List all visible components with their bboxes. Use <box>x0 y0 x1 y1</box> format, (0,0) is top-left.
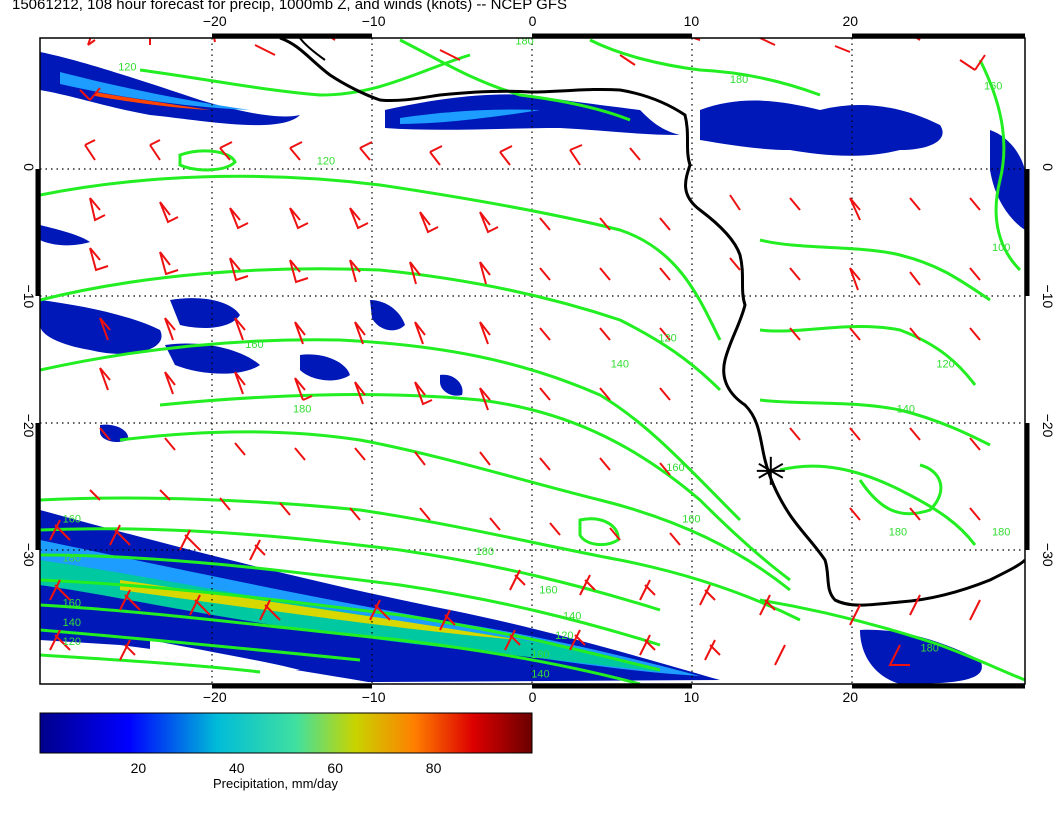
contour-label: 140 <box>611 358 629 370</box>
lon-tick-label-bottom: 0 <box>529 689 537 705</box>
lat-tick-label-right: −10 <box>1040 285 1056 309</box>
coastline <box>279 38 1025 607</box>
lon-tick-label-top: 0 <box>529 13 537 29</box>
contour-label: 120 <box>63 636 81 648</box>
contour-label: 160 <box>245 339 263 351</box>
lon-tick-label-top: 20 <box>842 13 858 29</box>
contour-label: 140 <box>63 617 81 629</box>
colorbar-ticks: 20 40 60 80 <box>131 760 442 776</box>
lon-tick-label-bottom: 20 <box>842 689 858 705</box>
contour-label: 180 <box>889 526 907 538</box>
height-contours <box>40 38 1025 684</box>
contour-label: 180 <box>992 526 1010 538</box>
contour-label: 160 <box>666 462 684 474</box>
contour-label: 180 <box>293 404 311 416</box>
colorbar-tick-label: 20 <box>131 760 147 776</box>
colorbar-label: Precipitation, mm/day <box>213 776 338 791</box>
lon-tick-label-top: −10 <box>362 13 386 29</box>
contour-label: 160 <box>539 585 557 597</box>
contour-label: 120 <box>317 156 335 168</box>
lon-tick-label-bottom: 10 <box>684 689 700 705</box>
lat-tick-label-left: −30 <box>21 543 37 567</box>
lat-tick-label-right: 0 <box>1040 163 1056 171</box>
contour-label: 120 <box>118 61 136 73</box>
contour-label: 180 <box>515 35 533 47</box>
contour-label: 160 <box>682 514 700 526</box>
lon-tick-label-top: 10 <box>684 13 700 29</box>
contour-label: 180 <box>531 649 549 661</box>
contour-label: 160 <box>63 597 81 609</box>
gridlines <box>40 38 1025 684</box>
colorbar-tick-label: 60 <box>327 760 343 776</box>
station-marker <box>756 456 785 485</box>
lat-tick-label-left: 0 <box>21 163 37 171</box>
contour-labels: 120 120 160 180 160 180 160 140 120 180 160 140 120 1… <box>63 35 1011 681</box>
contour-label: 180 <box>730 74 748 86</box>
contour-label: 120 <box>555 630 573 642</box>
frame-tick-bars <box>35 33 1030 689</box>
lat-tick-label-left: −20 <box>21 414 37 438</box>
contour-label: 100 <box>992 242 1010 254</box>
axis-tick-labels: −20 −20 −10 −10 0 0 10 10 20 20 0 0 −10 −10 −20 −20 −30 −… <box>21 13 1056 705</box>
colorbar-tick-label: 40 <box>229 760 245 776</box>
lat-tick-label-left: −10 <box>21 285 37 309</box>
contour-label: 180 <box>920 643 938 655</box>
lat-tick-label-right: −30 <box>1040 543 1056 567</box>
contour-label: 140 <box>897 404 915 416</box>
lon-tick-label-bottom: −10 <box>362 689 386 705</box>
contour-label: 160 <box>984 81 1002 93</box>
contour-label: 140 <box>563 610 581 622</box>
contour-label: 120 <box>936 358 954 370</box>
precipitation-layer <box>40 52 1025 684</box>
colorbar <box>39 712 533 754</box>
lon-tick-label-bottom: −20 <box>203 689 227 705</box>
contour-label: 120 <box>658 333 676 345</box>
map-title: 15061212, 108 hour forecast for precip, … <box>12 0 567 13</box>
wind-barbs <box>49 38 986 666</box>
contour-label: 140 <box>531 669 549 681</box>
contour-label: 160 <box>63 514 81 526</box>
lat-tick-label-right: −20 <box>1040 414 1056 438</box>
contour-label: 180 <box>63 552 81 564</box>
lon-tick-label-top: −20 <box>203 13 227 29</box>
contour-label: 180 <box>476 546 494 558</box>
colorbar-tick-label: 80 <box>426 760 442 776</box>
